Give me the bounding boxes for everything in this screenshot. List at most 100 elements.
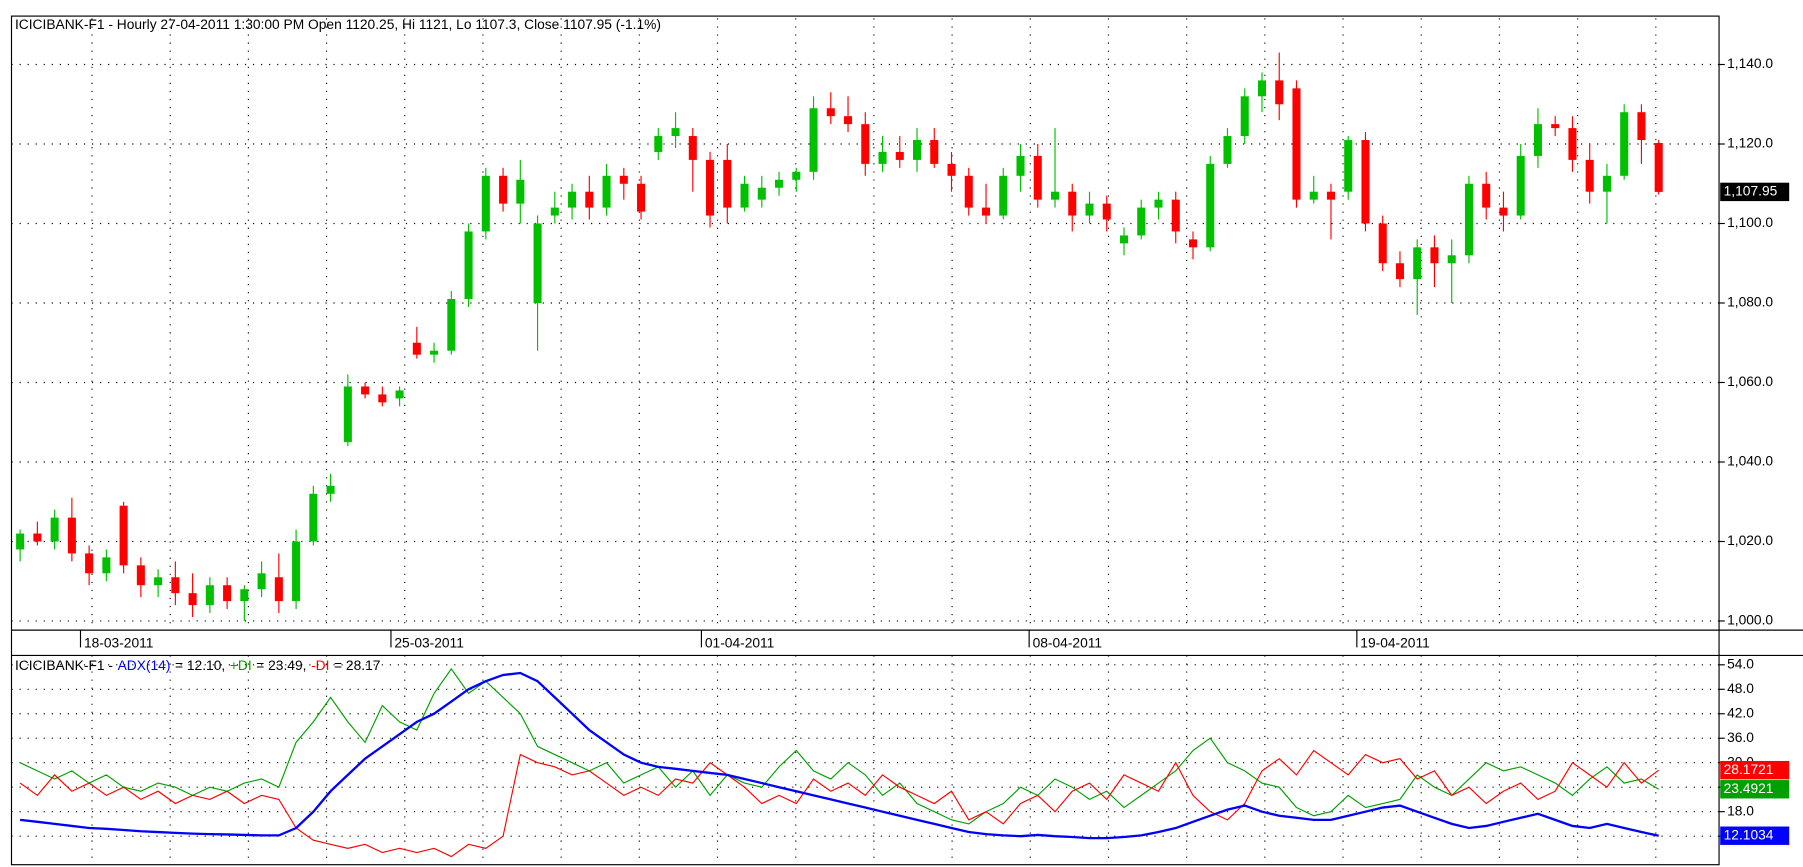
- candle-body: [740, 183, 749, 208]
- candle-body: [1499, 207, 1508, 216]
- candle-body: [637, 183, 646, 212]
- candle-body: [930, 140, 939, 164]
- value-box: [1720, 760, 1790, 780]
- candle-body: [1223, 136, 1232, 164]
- indicator-title: ICICIBANK-F1 - ADX(14) = 12.10, +DI = 23.49,…: [15, 657, 380, 672]
- candle-body: [1413, 247, 1422, 280]
- candle-body: [671, 128, 680, 137]
- candle-body: [395, 390, 404, 399]
- value-box: [1720, 780, 1790, 799]
- candle-body: [412, 342, 421, 355]
- y-tick-label: 18.0: [1727, 803, 1754, 818]
- candle-body: [1171, 199, 1180, 232]
- candle-body: [895, 151, 904, 160]
- candle-body: [723, 159, 732, 208]
- last-price-box: [1720, 182, 1790, 202]
- candle-body: [1654, 143, 1663, 192]
- indicator-line: [19, 671, 1659, 840]
- candle-body: [878, 151, 887, 164]
- candle-body: [1016, 155, 1025, 176]
- candle-body: [1516, 155, 1525, 216]
- candle-body: [1188, 239, 1198, 248]
- candle-body: [809, 108, 818, 172]
- candle-body: [1257, 80, 1267, 97]
- candle-body: [85, 553, 94, 574]
- candle-body: [1637, 112, 1646, 141]
- candle-body: [1568, 128, 1577, 160]
- candle-body: [1430, 247, 1439, 264]
- y-tick-label: 1,000.0: [1727, 613, 1773, 628]
- candle-body: [602, 175, 611, 208]
- last-price-label: 1,107.95: [1724, 184, 1778, 199]
- candle-body: [516, 179, 525, 204]
- candle-body: [844, 116, 853, 125]
- candle-body: [119, 505, 128, 566]
- y-tick-label: 42.0: [1727, 705, 1754, 720]
- candle-body: [326, 485, 335, 494]
- candle-body: [1240, 96, 1249, 137]
- candle-body: [688, 136, 697, 160]
- x-tick-label: 18-03-2011: [84, 636, 153, 651]
- candle-body: [481, 175, 490, 232]
- candle-body: [464, 231, 473, 300]
- chart-title: ICICIBANK-F1 - Hourly 27-04-2011 1:30:00…: [15, 17, 661, 32]
- candle-body: [430, 350, 439, 355]
- legend-value: = 23.49,: [256, 657, 306, 672]
- y-tick-label: 48.0: [1727, 681, 1754, 696]
- legend-name: +DI: [230, 657, 252, 672]
- candle-body: [16, 533, 25, 550]
- candle-body: [205, 585, 214, 606]
- title-prefix: ICICIBANK-F1 -: [15, 657, 113, 672]
- candle-body: [1326, 191, 1335, 200]
- y-tick-label: 1,080.0: [1727, 295, 1773, 310]
- candle-body: [533, 223, 542, 303]
- candle-body: [1447, 255, 1456, 264]
- candle-body: [274, 577, 283, 602]
- candle-body: [792, 171, 801, 180]
- candle-body: [1585, 159, 1594, 192]
- legend-value: = 12.10,: [175, 657, 225, 672]
- candle-body: [1464, 183, 1473, 256]
- y-tick-label: 36.0: [1727, 730, 1754, 745]
- candle-body: [619, 175, 628, 184]
- candle-body: [67, 517, 76, 554]
- candle-body: [1361, 140, 1370, 224]
- legend-name: -DI: [311, 657, 329, 672]
- candle-body: [257, 573, 266, 590]
- candle-body: [447, 299, 456, 351]
- candle-body: [1378, 223, 1387, 264]
- candle-body: [1395, 263, 1404, 280]
- y-tick-label: 1,040.0: [1727, 454, 1773, 469]
- candle-body: [1137, 207, 1146, 236]
- candle-body: [378, 394, 387, 403]
- candle-body: [1275, 80, 1284, 105]
- candle-body: [1119, 235, 1129, 244]
- value-box-label: 28.1721: [1724, 762, 1774, 777]
- candle-body: [292, 541, 301, 602]
- candle-body: [1206, 163, 1215, 248]
- candle-body: [309, 493, 318, 542]
- candle-body: [947, 163, 956, 176]
- candle-body: [826, 108, 835, 117]
- candle-body: [981, 207, 991, 216]
- candle-body: [912, 140, 922, 160]
- candle-body: [102, 557, 111, 574]
- candle-body: [1154, 199, 1163, 208]
- candle-body: [171, 577, 180, 594]
- candle-body: [1068, 191, 1077, 216]
- candle-body: [861, 124, 870, 164]
- candle-body: [706, 159, 715, 216]
- candle-body: [188, 593, 197, 606]
- y-tick-label: 54.0: [1727, 656, 1754, 671]
- x-tick-label: 01-04-2011: [705, 636, 774, 651]
- candle-body: [1033, 155, 1042, 200]
- indicator-line: [19, 667, 1659, 825]
- candle-body: [1482, 183, 1491, 208]
- candle-body: [550, 207, 559, 216]
- candle-body: [361, 386, 370, 395]
- candle-body: [568, 191, 577, 208]
- candle-body: [240, 589, 249, 602]
- candle-body: [1533, 124, 1542, 156]
